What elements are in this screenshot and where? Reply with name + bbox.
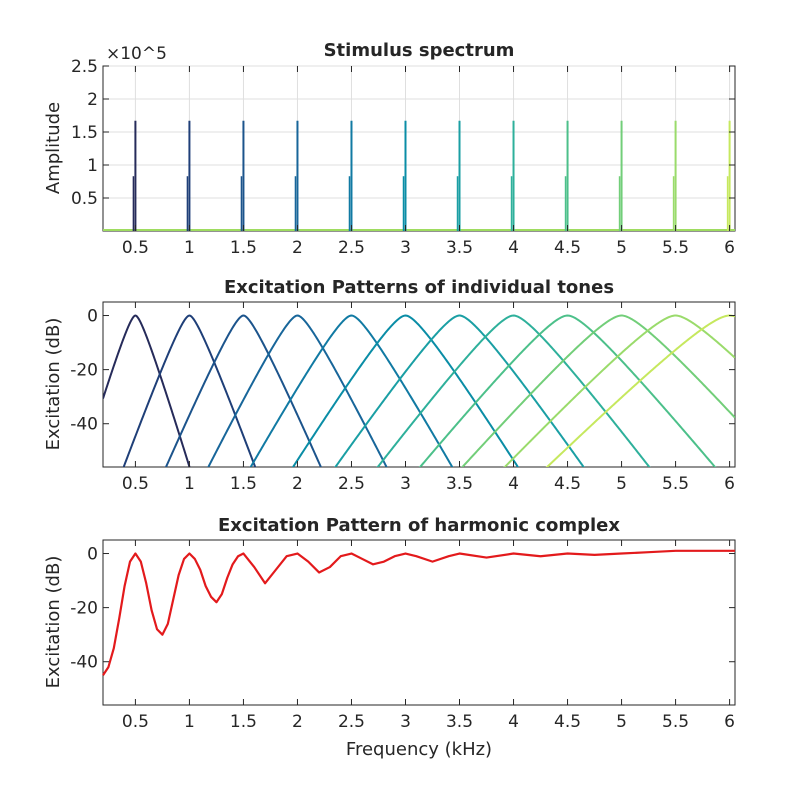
x-tick-label: 1 bbox=[184, 712, 195, 732]
y-axis-label: Excitation (dB) bbox=[43, 318, 64, 451]
mark-layer bbox=[102, 549, 735, 676]
x-tick-label: 3.5 bbox=[446, 474, 473, 494]
y-tick-label: 0.5 bbox=[71, 189, 98, 209]
y-tick-label: -40 bbox=[70, 653, 98, 673]
x-tick-label: 2 bbox=[292, 712, 303, 732]
tone-excitation-line bbox=[122, 314, 257, 467]
tone-excitation-line bbox=[334, 314, 585, 467]
tone-curves bbox=[103, 314, 735, 467]
x-tick-label: 0.5 bbox=[122, 238, 149, 258]
plot-area bbox=[102, 301, 736, 468]
x-tick-label: 1.5 bbox=[230, 238, 257, 258]
y-tick-label: 1 bbox=[87, 156, 98, 176]
y-tick-label: 0 bbox=[87, 307, 98, 327]
y-axis-label: Excitation (dB) bbox=[43, 556, 64, 689]
x-tick-label: 3.5 bbox=[446, 712, 473, 732]
x-tick-label: 4.5 bbox=[554, 712, 581, 732]
tone-excitation-line bbox=[291, 314, 520, 467]
y-tick-label: -40 bbox=[70, 415, 98, 435]
mark-layer bbox=[103, 120, 735, 231]
x-tick-label: 5 bbox=[616, 238, 627, 258]
x-tick-label: 3 bbox=[400, 712, 411, 732]
y-exponent-label: ×10^5 bbox=[106, 44, 167, 64]
chart-title: Excitation Patterns of individual tones bbox=[224, 277, 614, 298]
x-tick-label: 5 bbox=[616, 474, 627, 494]
y-axis-label: Amplitude bbox=[43, 102, 64, 194]
plot-area bbox=[102, 65, 736, 232]
x-tick-label: 2.5 bbox=[338, 474, 365, 494]
x-tick-label: 1.5 bbox=[230, 712, 257, 732]
harmonic-complex-panel: Excitation Pattern of harmonic complex E… bbox=[43, 515, 736, 760]
x-tick-label: 4 bbox=[508, 238, 519, 258]
x-tick-label: 0.5 bbox=[122, 474, 149, 494]
x-tick-label: 6 bbox=[724, 238, 735, 258]
y-ticks: 0.5 1 1.5 2 2.5 bbox=[71, 57, 735, 209]
x-ticks: 0.5 1 1.5 2 2.5 3 3.5 4 4.5 5 5.5 6 bbox=[122, 540, 735, 732]
x-tick-label: 2 bbox=[292, 238, 303, 258]
x-tick-label: 3 bbox=[400, 238, 411, 258]
tone-excitation-line bbox=[503, 314, 735, 467]
complex-excitation-line bbox=[102, 549, 735, 676]
tone-excitation-line bbox=[418, 314, 717, 467]
y-tick-label: 2.5 bbox=[71, 57, 98, 77]
x-ticks: 0.5 1 1.5 2 2.5 3 3.5 4 4.5 5 5.5 6 bbox=[122, 66, 735, 258]
x-tick-label: 5.5 bbox=[662, 238, 689, 258]
y-tick-label: -20 bbox=[70, 361, 98, 381]
x-tick-label: 6 bbox=[724, 474, 735, 494]
x-tick-label: 5 bbox=[616, 712, 627, 732]
x-tick-label: 3 bbox=[400, 474, 411, 494]
chart-title: Stimulus spectrum bbox=[324, 40, 515, 61]
x-tick-label: 3.5 bbox=[446, 238, 473, 258]
x-tick-label: 4.5 bbox=[554, 238, 581, 258]
x-ticks: 0.5 1 1.5 2 2.5 3 3.5 4 4.5 5 5.5 6 bbox=[122, 302, 735, 494]
x-tick-label: 2 bbox=[292, 474, 303, 494]
mark-layer bbox=[103, 314, 735, 467]
x-tick-label: 1 bbox=[184, 474, 195, 494]
tone-excitation-line bbox=[164, 314, 322, 467]
x-axis-label: Frequency (kHz) bbox=[346, 739, 492, 760]
plot-area bbox=[102, 539, 736, 706]
x-tick-label: 6 bbox=[724, 712, 735, 732]
x-tick-label: 5.5 bbox=[662, 474, 689, 494]
x-tick-label: 2.5 bbox=[338, 238, 365, 258]
y-ticks: 0 -20 -40 bbox=[70, 545, 735, 673]
y-ticks: 0 -20 -40 bbox=[70, 307, 735, 435]
y-tick-label: 1.5 bbox=[71, 123, 98, 143]
x-tick-label: 5.5 bbox=[662, 712, 689, 732]
x-tick-label: 2.5 bbox=[338, 712, 365, 732]
x-tick-label: 4 bbox=[508, 474, 519, 494]
chart-title: Excitation Pattern of harmonic complex bbox=[218, 515, 620, 536]
x-tick-label: 0.5 bbox=[122, 712, 149, 732]
individual-excitation-panel: Excitation Patterns of individual tones … bbox=[43, 277, 736, 494]
y-tick-label: 0 bbox=[87, 545, 98, 565]
tone-excitation-line bbox=[249, 314, 454, 467]
x-tick-label: 1 bbox=[184, 238, 195, 258]
x-tick-label: 4 bbox=[508, 712, 519, 732]
tone-excitation-line bbox=[545, 314, 735, 467]
tone-excitation-line bbox=[461, 314, 735, 467]
tone-excitation-line bbox=[376, 314, 651, 467]
grid-layer bbox=[103, 65, 735, 231]
x-tick-label: 4.5 bbox=[554, 474, 581, 494]
stimulus-spectrum-panel: Stimulus spectrum Amplitude ×10^5 0.5 1 1.… bbox=[43, 40, 736, 258]
y-tick-label: 2 bbox=[87, 90, 98, 110]
y-tick-label: -20 bbox=[70, 599, 98, 619]
x-tick-label: 1.5 bbox=[230, 474, 257, 494]
